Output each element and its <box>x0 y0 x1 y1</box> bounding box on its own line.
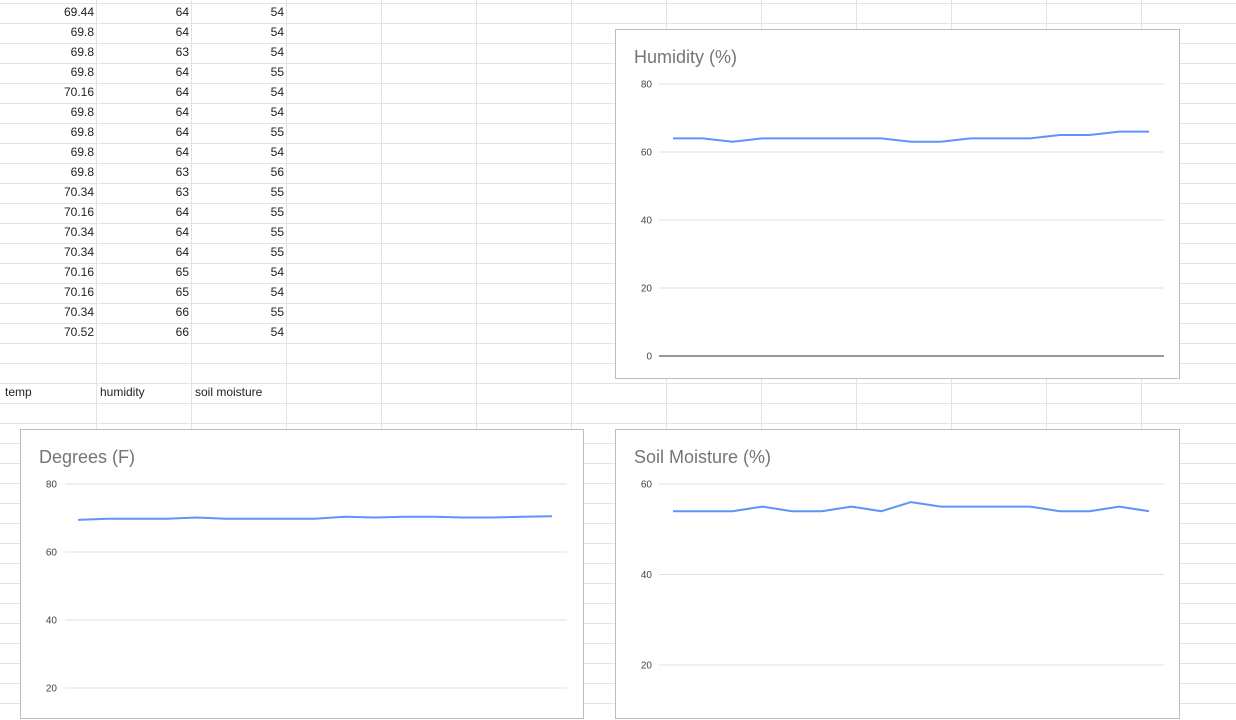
header-humidity[interactable]: humidity <box>100 385 145 399</box>
humidity-cell[interactable]: 66 <box>175 305 189 319</box>
soil-moisture-cell[interactable]: 55 <box>270 305 284 319</box>
y-tick-label: 60 <box>46 548 58 559</box>
column-gridline <box>476 0 477 710</box>
temp-cell[interactable]: 70.16 <box>63 85 94 99</box>
temp-cell[interactable]: 70.16 <box>63 285 94 299</box>
soil-moisture-cell[interactable]: 55 <box>270 185 284 199</box>
column-gridline <box>286 0 287 710</box>
temp-cell[interactable]: 70.34 <box>63 245 94 259</box>
chart-title: Humidity (%) <box>634 47 737 67</box>
column-gridline <box>381 0 382 710</box>
series-line <box>673 501 1150 513</box>
soil-moisture-cell[interactable]: 54 <box>270 325 284 339</box>
humidity-cell[interactable]: 64 <box>175 205 189 219</box>
humidity-cell[interactable]: 64 <box>175 25 189 39</box>
temp-cell[interactable]: 69.8 <box>70 125 94 139</box>
temp-cell[interactable]: 70.34 <box>63 225 94 239</box>
humidity-chart-svg: Humidity (%) 0 20 40 60 80 <box>634 47 1164 363</box>
soil-moisture-cell[interactable]: 54 <box>270 145 284 159</box>
humidity-cell[interactable]: 64 <box>175 125 189 139</box>
soil-moisture-cell[interactable]: 54 <box>270 105 284 119</box>
soil-moisture-cell[interactable]: 55 <box>270 205 284 219</box>
column-gridline <box>96 0 97 710</box>
temp-cell[interactable]: 69.8 <box>70 165 94 179</box>
temp-cell[interactable]: 69.8 <box>70 25 94 39</box>
temp-cell[interactable]: 69.44 <box>63 5 94 19</box>
chart-title: Degrees (F) <box>39 447 135 467</box>
soil-moisture-cell[interactable]: 54 <box>270 85 284 99</box>
soil-moisture-chart-svg: Soil Moisture (%) 20 40 60 <box>634 447 1164 672</box>
temp-cell[interactable]: 69.8 <box>70 105 94 119</box>
humidity-cell[interactable]: 63 <box>175 185 189 199</box>
chart-title: Soil Moisture (%) <box>634 447 771 467</box>
humidity-cell[interactable]: 63 <box>175 165 189 179</box>
humidity-cell[interactable]: 64 <box>175 65 189 79</box>
row-gridline <box>0 23 1236 24</box>
series-line <box>77 515 553 521</box>
row-gridline <box>0 3 1236 4</box>
temperature-chart-svg: Degrees (F) 20 40 60 80 <box>39 447 567 695</box>
humidity-chart[interactable]: Humidity (%) 0 20 40 60 80 <box>615 29 1180 379</box>
y-tick-label: 40 <box>641 570 653 581</box>
humidity-cell[interactable]: 63 <box>175 45 189 59</box>
soil-moisture-cell[interactable]: 54 <box>270 265 284 279</box>
y-tick-label: 40 <box>641 216 653 227</box>
soil-moisture-cell[interactable]: 54 <box>270 25 284 39</box>
y-tick-label: 80 <box>641 80 653 91</box>
temp-cell[interactable]: 69.8 <box>70 145 94 159</box>
temperature-chart[interactable]: Degrees (F) 20 40 60 80 <box>20 429 584 719</box>
column-gridline <box>571 0 572 710</box>
humidity-cell[interactable]: 66 <box>175 325 189 339</box>
temp-cell[interactable]: 70.16 <box>63 265 94 279</box>
soil-moisture-cell[interactable]: 54 <box>270 285 284 299</box>
soil-moisture-chart[interactable]: Soil Moisture (%) 20 40 60 <box>615 429 1180 719</box>
temp-cell[interactable]: 69.8 <box>70 65 94 79</box>
temp-cell[interactable]: 69.8 <box>70 45 94 59</box>
header-soil-moisture[interactable]: soil moisture <box>195 385 263 399</box>
humidity-cell[interactable]: 64 <box>175 245 189 259</box>
series-line <box>673 130 1149 143</box>
y-tick-label: 60 <box>641 480 653 491</box>
humidity-cell[interactable]: 65 <box>175 265 189 279</box>
humidity-cell[interactable]: 64 <box>175 85 189 99</box>
soil-moisture-cell[interactable]: 55 <box>270 225 284 239</box>
soil-moisture-cell[interactable]: 55 <box>270 245 284 259</box>
humidity-cell[interactable]: 64 <box>175 105 189 119</box>
column-gridline <box>191 0 192 710</box>
y-tick-label: 0 <box>646 352 652 363</box>
humidity-cell[interactable]: 64 <box>175 5 189 19</box>
soil-moisture-cell[interactable]: 55 <box>270 125 284 139</box>
soil-moisture-cell[interactable]: 56 <box>270 165 284 179</box>
humidity-cell[interactable]: 65 <box>175 285 189 299</box>
temp-cell[interactable]: 70.34 <box>63 305 94 319</box>
temp-cell[interactable]: 70.52 <box>63 325 94 339</box>
temp-cell[interactable]: 70.34 <box>63 185 94 199</box>
y-tick-label: 20 <box>641 661 653 672</box>
row-gridline <box>0 403 1236 404</box>
humidity-cell[interactable]: 64 <box>175 145 189 159</box>
y-tick-label: 40 <box>46 616 58 627</box>
header-temp[interactable]: temp <box>5 385 32 399</box>
y-tick-label: 60 <box>641 148 653 159</box>
row-gridline <box>0 383 1236 384</box>
humidity-cell[interactable]: 64 <box>175 225 189 239</box>
soil-moisture-cell[interactable]: 54 <box>270 5 284 19</box>
soil-moisture-cell[interactable]: 55 <box>270 65 284 79</box>
temp-cell[interactable]: 70.16 <box>63 205 94 219</box>
y-tick-label: 20 <box>46 684 58 695</box>
y-tick-label: 80 <box>46 480 58 491</box>
y-tick-label: 20 <box>641 284 653 295</box>
soil-moisture-cell[interactable]: 54 <box>270 45 284 59</box>
row-gridline <box>0 423 1236 424</box>
